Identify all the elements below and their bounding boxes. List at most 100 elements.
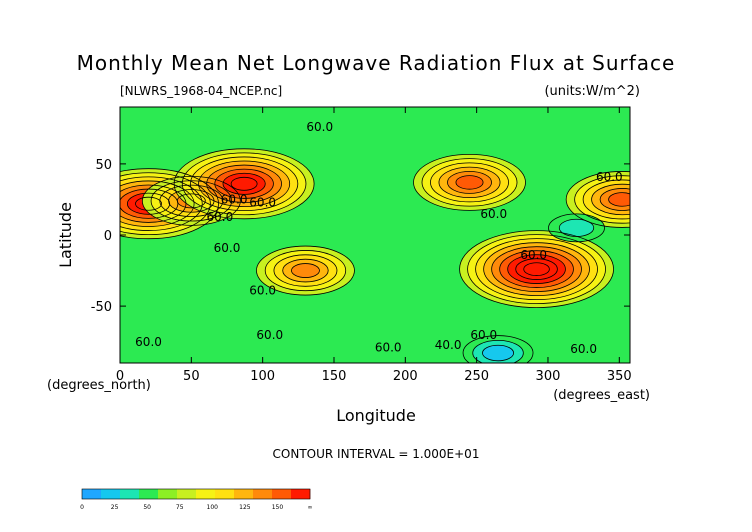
- contour-line-arabia-high: [141, 175, 241, 226]
- colorbar-level-label: 150: [272, 504, 284, 511]
- x-tick-label: 150: [322, 369, 347, 384]
- colorbar-swatch: [158, 489, 178, 499]
- contour-line-andes-high: [483, 242, 590, 297]
- contour-line-western-us-high: [413, 153, 526, 211]
- contour-line-western-us-high: [438, 166, 501, 199]
- contour-line-andes-high: [523, 262, 550, 276]
- contour-fill-mexico-high: [608, 192, 630, 207]
- x-tick-label: 0: [116, 369, 124, 384]
- contour-label: 60.0: [306, 120, 333, 134]
- contour-line-tibet-high: [222, 172, 266, 195]
- colorbar-level-label: 75: [176, 504, 184, 511]
- contour-line-mexico-high: [591, 183, 630, 216]
- contour-line-sahara-high: [135, 196, 162, 211]
- contour-line-mexico-high: [599, 188, 630, 211]
- contour-line-arabia-high: [159, 184, 224, 218]
- x-axis: 0 50 100 150 200 250 300 350: [116, 107, 632, 384]
- contour-line-antarctic-low: [462, 335, 534, 363]
- colorbar-swatch: [234, 489, 254, 499]
- chart-title: Monthly Mean Net Longwave Radiation Flux…: [77, 51, 676, 75]
- contour-line-andes-high: [507, 254, 566, 284]
- contour-line-andes-high: [515, 258, 558, 280]
- contour-line-australia-high: [273, 254, 338, 287]
- contour-line-andes-high: [491, 246, 582, 292]
- plot-area: [120, 107, 630, 363]
- y-axis: 50 0 -50: [91, 158, 630, 315]
- colorbar-swatch: [101, 489, 121, 499]
- contour-label: 60.0: [596, 170, 623, 184]
- contour-label: 60.0: [221, 193, 248, 207]
- y-axis-label: Latitude: [56, 202, 75, 268]
- contour-line-andes-high: [459, 230, 614, 309]
- contour-line-mexico-high: [565, 171, 630, 228]
- colorbar-swatch: [215, 489, 235, 499]
- y-tick-label: 50: [95, 158, 112, 173]
- x-tick-label: 100: [250, 369, 275, 384]
- contour-label: 60.0: [480, 207, 507, 221]
- contour-fill-pacific-low: [559, 219, 594, 237]
- y-tick-label: 0: [104, 229, 112, 244]
- contour-label: 60.0: [375, 341, 402, 355]
- contour-line-australia-high: [291, 263, 320, 278]
- contour-line-western-us-high: [447, 170, 492, 194]
- colorbar-swatch: [177, 489, 197, 499]
- colorbar-level-label: 50: [143, 504, 151, 511]
- contour-line-andes-high: [467, 234, 606, 305]
- contour-line-western-us-high: [430, 162, 509, 203]
- contour-line-pacific-low: [558, 218, 595, 237]
- contour-line-antarctic-low: [472, 340, 524, 363]
- contour-label: 60.0: [135, 335, 162, 349]
- contour-line-sahara-high: [120, 168, 219, 240]
- contour-line-tibet-high: [173, 148, 315, 220]
- contour-line-tibet-high: [198, 160, 291, 207]
- contour-line-tibet-high: [206, 164, 282, 203]
- colorbar-swatch: [120, 489, 140, 499]
- x-tick-label: 300: [536, 369, 561, 384]
- contour-line-pacific-low: [548, 213, 605, 243]
- contour-label: 60.0: [570, 342, 597, 356]
- contour-label: 60.0: [214, 241, 241, 255]
- contour-line-tibet-high: [230, 176, 258, 191]
- contour-fill-western-us-high: [455, 175, 484, 190]
- contour-line-mexico-high: [608, 192, 630, 207]
- units-label: (units:W/m^2): [544, 84, 640, 99]
- x-unit-label: (degrees_east): [553, 388, 650, 403]
- contour-line-arabia-high: [150, 180, 232, 222]
- contour-line-tibet-high: [189, 156, 299, 212]
- contour-line-australia-high: [256, 245, 355, 296]
- colorbar-swatch: [139, 489, 159, 499]
- contour-label: 60.0: [470, 328, 497, 342]
- contour-interval: CONTOUR INTERVAL = 1.000E+01: [273, 447, 480, 461]
- colorbar-level-label: 25: [111, 504, 119, 511]
- colorbar-swatch: [196, 489, 216, 499]
- contour-label-layer: 60.060.060.060.060.060.060.060.060.060.0…: [135, 120, 623, 356]
- contour-label: 60.0: [249, 284, 276, 298]
- contour-line-andes-high: [475, 238, 598, 301]
- contour-line-western-us-high: [421, 158, 518, 207]
- colorbar-level-label: ∞: [308, 504, 313, 511]
- contour-label: 60.0: [256, 328, 283, 342]
- contour-line-mexico-high: [574, 175, 630, 224]
- contour-line-tibet-high: [214, 168, 274, 199]
- contour-fill-andes-high: [523, 262, 550, 276]
- contour-line-tibet-high: [181, 152, 307, 216]
- colorbar-frame: [81, 488, 311, 500]
- contour-fill-antarctic-low: [482, 345, 514, 361]
- contour-line-sahara-high: [120, 180, 195, 227]
- colorbar: 0 25 50 75 100 125 150 ∞: [80, 488, 313, 511]
- colorbar-level-label: 100: [207, 504, 219, 511]
- contour-line-sahara-high: [120, 176, 203, 231]
- contour-line-mexico-high: [582, 179, 630, 220]
- contour-line-andes-high: [499, 250, 574, 288]
- contour-fill-australia-high: [291, 263, 320, 278]
- x-axis-label: Longitude: [336, 406, 416, 425]
- colorbar-level-label: 125: [239, 504, 251, 511]
- x-tick-label: 250: [464, 369, 489, 384]
- contour-line-western-us-high: [455, 175, 484, 190]
- file-label: [NLWRS_1968-04_NCEP.nc]: [120, 84, 282, 98]
- contour-label: 60.0: [249, 196, 276, 210]
- x-tick-label: 50: [183, 369, 200, 384]
- contour-line-layer: [120, 148, 630, 363]
- colorbar-swatch: [253, 489, 273, 499]
